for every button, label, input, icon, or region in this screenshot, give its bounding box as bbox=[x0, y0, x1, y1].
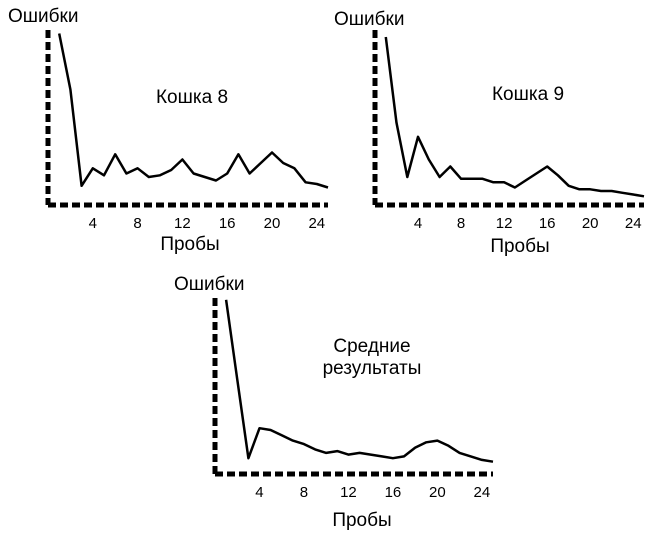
y-axis-label: Ошибки bbox=[8, 6, 78, 27]
panel-title: Средние результаты bbox=[323, 336, 422, 379]
chart-panel-1: 4 8 12 16 20 24 Ошибки Пробы Кошка 8 bbox=[8, 6, 329, 255]
panel-title: Кошка 9 bbox=[492, 84, 564, 105]
x-tick-label: 24 bbox=[474, 484, 491, 501]
x-axis-label: Пробы bbox=[490, 236, 549, 257]
x-tick-label: 8 bbox=[300, 484, 308, 501]
x-tick-label: 24 bbox=[625, 215, 642, 232]
series-line bbox=[57, 33, 329, 189]
series-line bbox=[224, 299, 494, 463]
x-tick-label: 12 bbox=[496, 215, 513, 232]
chart-panel-3: 4 8 12 16 20 24 Ошибки Пробы Средние результаты bbox=[174, 274, 494, 531]
chart-panel-2: 4 8 12 16 20 24 Ошибки Пробы Кошка 9 bbox=[334, 9, 645, 257]
panel-title: Кошка 8 bbox=[156, 87, 228, 108]
x-tick-label: 20 bbox=[429, 484, 446, 501]
x-tick-label: 8 bbox=[457, 215, 465, 232]
x-tick-label: 8 bbox=[133, 215, 141, 232]
y-axis-label: Ошибки bbox=[174, 274, 244, 295]
x-tick-label: 12 bbox=[174, 215, 191, 232]
series-line bbox=[384, 36, 645, 198]
x-axis-label: Пробы bbox=[160, 234, 219, 255]
x-tick-label: 4 bbox=[255, 484, 263, 501]
x-tick-label: 20 bbox=[264, 215, 281, 232]
y-axis-label: Ошибки bbox=[334, 9, 404, 30]
x-tick-label: 12 bbox=[340, 484, 357, 501]
x-tick-label: 4 bbox=[414, 215, 422, 232]
x-tick-label: 24 bbox=[308, 215, 325, 232]
x-tick-label: 16 bbox=[385, 484, 402, 501]
x-tick-label: 16 bbox=[219, 215, 236, 232]
x-axis-label: Пробы bbox=[332, 510, 391, 531]
x-tick-label: 4 bbox=[89, 215, 97, 232]
x-tick-label: 16 bbox=[539, 215, 556, 232]
x-tick-label: 20 bbox=[582, 215, 599, 232]
